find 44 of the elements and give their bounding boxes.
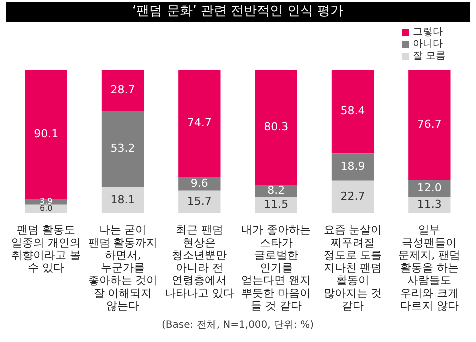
x-tick-label: 내가 좋아하는 스타가 글로벌한 인기를 얻는다면 왠지 뿌듯한 마음이 들 것 같다	[242, 224, 312, 313]
bar	[255, 70, 298, 186]
data-label: 90.1	[34, 127, 59, 140]
data-label: 3.9	[40, 197, 53, 206]
x-tick-label: 나는 굳이 팬덤 활동까지 하면서, 누군가를 좋아하는 것이 잘 이해되지 않는다	[88, 224, 158, 313]
x-tick-label: 최근 팬덤 현상은 청소년뿐만 아니라 전 연령층에서 나타나고 있다	[164, 224, 234, 300]
data-label: 12.0	[417, 181, 442, 194]
bar	[25, 199, 68, 205]
data-label: 18.9	[340, 160, 366, 174]
data-label: 58.4	[340, 104, 366, 118]
data-label: 9.6	[190, 176, 208, 190]
data-label: 74.7	[187, 116, 212, 130]
bar	[102, 70, 144, 112]
bar	[178, 177, 221, 191]
bar	[102, 187, 144, 214]
data-label: 11.5	[264, 198, 289, 212]
text: (Base: 전체, N=1,000, 단위: %)	[161, 319, 315, 332]
data-label: 18.1	[110, 193, 136, 206]
data-label: 76.7	[417, 118, 442, 131]
bar	[255, 196, 298, 214]
bar	[332, 154, 374, 181]
data-label: 22.7	[340, 190, 366, 204]
x-tick-label: 요즘 눈살이 찌푸려질 정도로 도를 지나친 팬덤 활동이 많아지는 것 같다	[324, 224, 382, 313]
data-label: 15.7	[187, 195, 212, 208]
bar	[332, 70, 374, 154]
data-label: 53.2	[110, 142, 136, 156]
chart-title: ‘팬덤 문화’ 관련 전반적인 인식 평가	[6, 2, 470, 22]
data-label: 8.2	[268, 184, 286, 197]
data-label: 11.3	[417, 198, 442, 212]
x-tick-label: 일부 극성팬들이 문제지, 팬덤 활동을 하는 사람들도 우리와 크게 다르지 않다	[398, 224, 461, 313]
bar	[102, 111, 144, 188]
x-tick-label: 팬덤 활동도 일종의 개인의 취향이라고 볼 수 있다	[12, 224, 82, 275]
data-label: 80.3	[264, 120, 289, 134]
bar	[25, 70, 68, 200]
data-label: 6.0	[40, 204, 53, 214]
bar	[408, 70, 451, 180]
legend-label: 그렇다	[412, 26, 443, 39]
legend-label: 아니다	[412, 38, 443, 51]
legend-label: 잘 모름	[412, 50, 446, 63]
data-label: 28.7	[110, 83, 136, 96]
bar	[178, 70, 221, 178]
bar	[178, 190, 221, 214]
bar	[408, 197, 451, 214]
bar	[332, 180, 374, 214]
